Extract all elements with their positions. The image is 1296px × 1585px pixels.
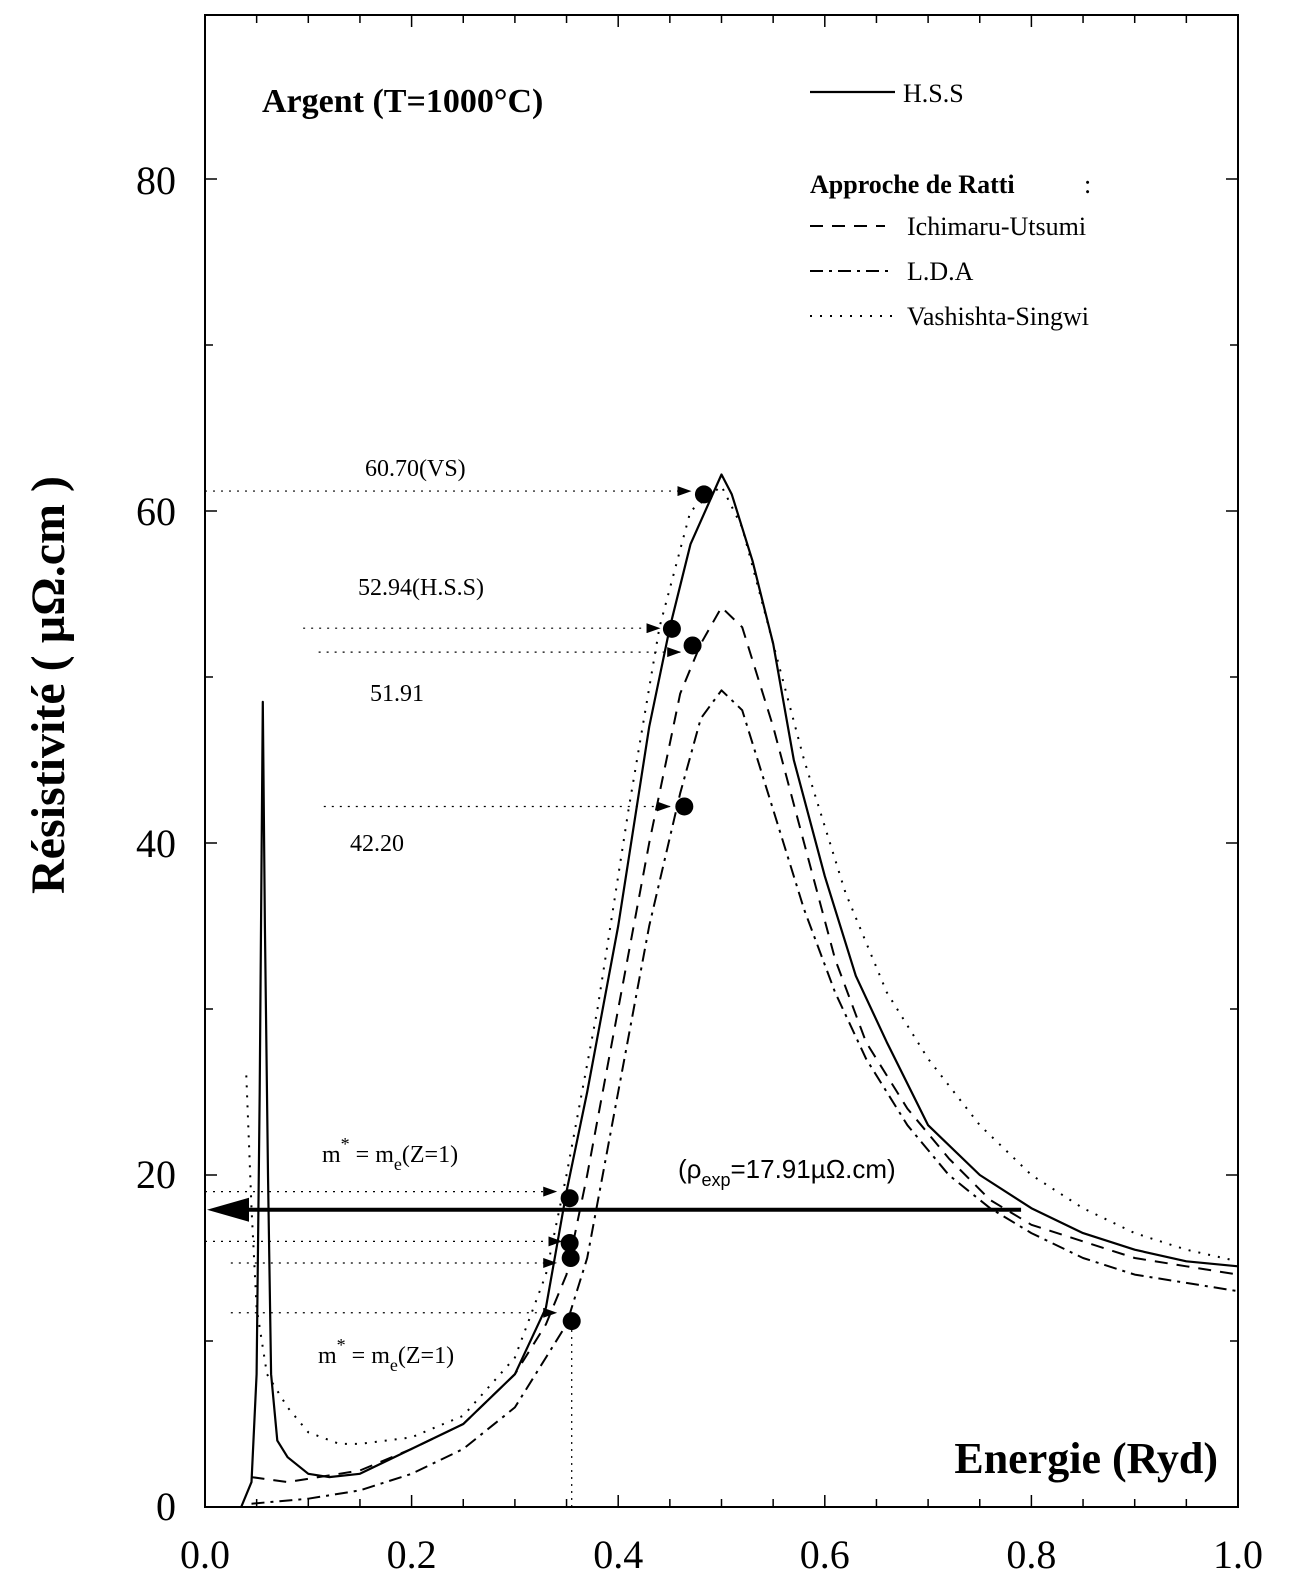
data-marker [560,1189,579,1208]
data-marker [675,797,694,816]
annotation-iu-value: 51.91 [370,681,424,707]
legend-heading: Approche de Ratti [810,170,1015,199]
series-layer [240,473,1239,1508]
data-marker [694,485,713,504]
x-tick-label: 1.0 [1213,1532,1263,1577]
x-tick-label: 0.0 [180,1532,230,1577]
y-tick-label: 60 [136,489,176,534]
x-axis-title: Energie (Ryd) [954,1434,1218,1483]
markers-layer [560,485,713,1331]
y-tick-label: 80 [136,158,176,203]
y-tick-labels: 0 20 40 60 80 [136,158,176,1529]
x-tick-labels: 0.0 0.2 0.4 0.6 0.8 1.0 [180,1532,1263,1577]
annotation-experimental-value: (ρexp=17.91µΩ.cm) [678,1154,896,1190]
reference-lines [205,486,692,1507]
series-line-h-s-s [240,473,1239,1508]
x-tick-label: 0.4 [593,1532,643,1577]
annotation-effective-mass-bottom: m* = me(Z=1) [318,1335,454,1375]
legend: H.S.S Approche de Ratti : Ichimaru-Utsum… [810,79,1091,331]
data-marker [683,636,702,655]
annotation-vs-value: 60.70(VS) [365,456,466,482]
x-tick-label: 0.6 [800,1532,850,1577]
data-marker [561,1249,580,1267]
annotation-effective-mass-top: m* = me(Z=1) [322,1134,458,1174]
data-marker [560,1234,579,1253]
experimental-value-arrowhead [207,1197,249,1222]
data-marker [662,619,681,638]
legend-heading-colon: : [1084,170,1091,199]
legend-label-hss: H.S.S [903,79,964,108]
legend-label-lda: L.D.A [907,257,974,286]
data-marker [562,1312,581,1331]
series-line-ichimaru-utsumi [251,606,1239,1484]
axis-ticks [204,15,1239,1508]
y-tick-label: 0 [156,1484,176,1529]
experimental-value-layer [207,1197,1022,1222]
series-line-l-d-a [251,689,1239,1505]
legend-label-iu: Ichimaru-Utsumi [907,212,1086,241]
y-tick-label: 40 [136,821,176,866]
y-axis-title: Résistivité ( µΩ.cm ) [22,476,75,894]
x-tick-label: 0.8 [1006,1532,1056,1577]
annotations: 60.70(VS) 52.94(H.S.S) 51.91 42.20 m* = … [318,456,896,1375]
annotation-lda-value: 42.20 [350,831,404,857]
legend-label-vs: Vashishta-Singwi [907,302,1089,331]
chart-title: Argent (T=1000°C) [262,83,543,120]
x-tick-label: 0.2 [387,1532,437,1577]
y-tick-label: 20 [136,1152,176,1197]
annotation-hss-value: 52.94(H.S.S) [358,575,484,601]
